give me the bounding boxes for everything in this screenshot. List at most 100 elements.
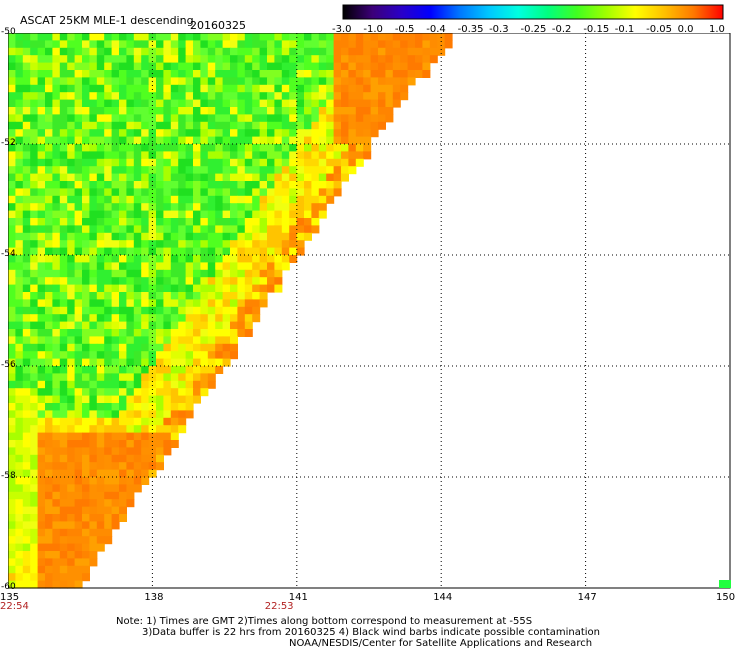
swath-cell	[193, 158, 201, 167]
swath-cell	[341, 107, 349, 115]
swath-cell	[96, 284, 105, 293]
swath-cell	[141, 99, 150, 108]
note-line-2: 3)Data buffer is 22 hrs from 20160325 4)…	[142, 627, 600, 638]
swath-cell	[133, 151, 142, 160]
swath-cell	[207, 284, 216, 293]
swath-cell	[52, 388, 61, 397]
swath-cell	[89, 284, 98, 293]
swath-cell	[52, 203, 61, 212]
swath-cell	[126, 218, 135, 226]
swath-cell	[252, 255, 261, 263]
swath-cell	[274, 210, 283, 219]
swath-cell	[207, 351, 216, 360]
swath-cell	[74, 366, 83, 374]
swath-cell	[259, 158, 268, 167]
swath-cell	[178, 151, 187, 160]
swath-cell	[341, 92, 349, 101]
swath-cell	[363, 107, 372, 115]
colorbar-gradient	[342, 4, 724, 20]
swath-cell	[185, 373, 194, 382]
swath-cell	[244, 136, 253, 145]
swath-cell	[148, 158, 157, 167]
swath-cell	[267, 277, 275, 286]
swath-cell	[304, 210, 312, 219]
swath-cell	[52, 491, 61, 500]
swath-cell	[207, 380, 216, 389]
swath-cell	[37, 417, 46, 426]
swath-cell	[252, 33, 261, 41]
swath-cell	[237, 314, 246, 323]
date-label: 20160325	[190, 19, 246, 32]
swath-cell	[89, 47, 98, 56]
swath-cell	[200, 55, 209, 64]
swath-cell	[111, 62, 120, 71]
swath-cell	[119, 425, 127, 434]
swath-cell	[45, 528, 53, 537]
swath-cell	[296, 107, 305, 115]
swath-cell	[96, 388, 105, 397]
swath-cell	[185, 107, 194, 115]
swath-cell	[30, 506, 39, 515]
swath-cell	[82, 440, 90, 448]
swath-cell	[45, 321, 53, 330]
swath-cell	[15, 306, 24, 315]
swath-cell	[267, 210, 275, 219]
swath-cell	[119, 373, 127, 382]
swath-cell	[289, 129, 298, 138]
swath-cell	[126, 232, 135, 241]
swath-cell	[111, 40, 120, 49]
swath-cell	[148, 247, 157, 256]
swath-cell	[267, 40, 275, 49]
swath-cell	[89, 440, 98, 448]
swath-cell	[244, 277, 253, 286]
swath-cell	[30, 158, 39, 167]
swath-cell	[104, 432, 113, 441]
swath-cell	[348, 40, 357, 49]
swath-cell	[74, 514, 83, 522]
swath-cell	[274, 284, 283, 293]
swath-cell	[82, 543, 90, 552]
swath-cell	[237, 306, 246, 315]
swath-cell	[185, 232, 194, 241]
swath-cell	[8, 329, 16, 337]
swath-cell	[355, 62, 364, 71]
swath-cell	[96, 373, 105, 382]
swath-cell	[52, 218, 61, 226]
swath-cell	[15, 410, 24, 419]
swath-cell	[59, 77, 68, 86]
swath-cell	[126, 77, 135, 86]
swath-cell	[281, 77, 290, 86]
swath-cell	[126, 373, 135, 382]
swath-cell	[252, 151, 261, 160]
swath-cell	[200, 166, 209, 175]
swath-cell	[341, 99, 349, 108]
swath-cell	[96, 432, 105, 441]
swath-cell	[45, 181, 53, 189]
swath-cell	[96, 329, 105, 337]
swath-cell	[222, 336, 231, 345]
swath-cell	[156, 417, 164, 426]
swath-cell	[119, 55, 127, 64]
swath-cell	[82, 99, 90, 108]
swath-cell	[37, 366, 46, 374]
swath-cell	[318, 114, 327, 123]
swath-cell	[296, 247, 305, 256]
swath-cell	[22, 210, 31, 219]
map-plot	[8, 33, 731, 589]
swath-cell	[8, 158, 16, 167]
swath-cell	[74, 351, 83, 360]
swath-cell	[170, 321, 179, 330]
swath-cell	[82, 84, 90, 93]
swath-cell	[170, 107, 179, 115]
swath-cell	[74, 114, 83, 123]
swath-cell	[82, 373, 90, 382]
swath-cell	[96, 477, 105, 485]
swath-cell	[22, 195, 31, 204]
swath-cell	[104, 77, 113, 86]
swath-cell	[207, 218, 216, 226]
swath-cell	[111, 514, 120, 522]
swath-cell	[89, 373, 98, 382]
swath-cell	[296, 92, 305, 101]
swath-cell	[133, 240, 142, 249]
swath-cell	[311, 47, 320, 56]
